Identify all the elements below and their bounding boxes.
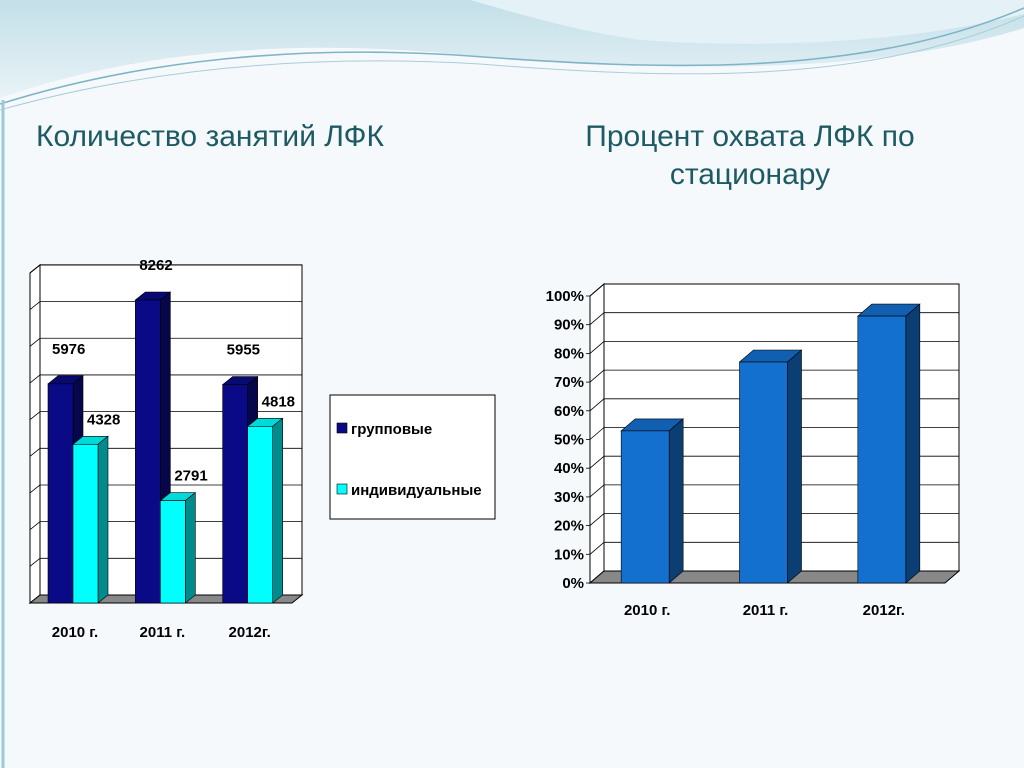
gridline-side — [589, 341, 605, 354]
category-label: 2010 г. — [624, 602, 670, 619]
gridline-side — [29, 337, 41, 347]
bar-coverage-0-side — [668, 418, 684, 584]
bars — [47, 291, 284, 604]
right-heading-line-1: Процент охвата ЛФК по — [585, 120, 915, 153]
data-label: 4328 — [87, 411, 120, 428]
right-chart-heading: Процент охвата ЛФК по стационару — [520, 118, 980, 194]
header-wave-light — [470, 0, 1024, 44]
gridline-side — [589, 427, 605, 440]
category-labels: 2010 г. 2011 г. 2012г. — [624, 602, 905, 619]
bar-individual-0 — [72, 435, 109, 604]
y-tick-label: 80% — [554, 345, 584, 362]
y-tick-label: 30% — [554, 489, 584, 506]
bar-coverage-0-front — [620, 430, 670, 584]
gridline-side — [589, 369, 605, 383]
left-chart-heading: Количество занятий ЛФК — [36, 120, 384, 153]
category-label: 2012г. — [863, 602, 905, 619]
y-tick-label: 90% — [554, 317, 584, 334]
bar-group-0-front — [47, 383, 74, 604]
y-axis-ticks: 0% 10% 20% 30% 40% 50% 60% 70% 80% 90% 100% — [546, 288, 591, 592]
gridline-side — [29, 411, 41, 420]
gridline-side — [589, 283, 605, 297]
legend: групповые индивидуальные — [329, 394, 496, 520]
data-label: 2791 — [174, 468, 207, 485]
data-labels: 5976 4328 8262 2791 5955 4818 — [52, 257, 295, 485]
bar-coverage-1-front — [739, 361, 788, 584]
gridline-side — [29, 521, 41, 530]
gridline-side — [29, 484, 41, 494]
gridline-side — [589, 541, 605, 555]
bar-individual-0-front — [72, 443, 99, 604]
gridline-side — [589, 398, 605, 412]
legend-label-group: групповые — [351, 421, 432, 438]
bar-coverage-1-side — [787, 349, 802, 584]
data-label: 5955 — [227, 342, 260, 359]
legend-label-individual: индивидуальные — [351, 482, 482, 499]
category-label: 2011 г. — [140, 624, 186, 641]
data-label: 8262 — [139, 257, 172, 274]
y-tick-label: 60% — [554, 403, 584, 420]
data-label: 5976 — [52, 341, 85, 358]
gridline-side — [29, 264, 41, 274]
category-label: 2010 г. — [52, 624, 98, 641]
y-tick-label: 0% — [562, 575, 584, 592]
bar-individual-2-front — [247, 426, 273, 604]
gridline-side — [589, 513, 605, 526]
bar-coverage-1 — [738, 349, 803, 584]
legend-swatch-individual — [336, 483, 348, 495]
legend-swatch-group — [336, 422, 348, 434]
gridline-side — [29, 301, 41, 310]
bars — [620, 303, 921, 584]
y-tick-label: 50% — [554, 432, 584, 449]
gridline-side — [29, 558, 41, 567]
bar-individual-1-front — [160, 500, 186, 604]
bar-coverage-0 — [620, 418, 684, 584]
gridline-side — [29, 374, 41, 384]
category-label: 2012г. — [229, 624, 271, 641]
category-labels: 2010 г. 2011 г. 2012г. — [52, 624, 271, 641]
bar-coverage-2-front — [857, 315, 907, 584]
data-label: 4818 — [262, 393, 295, 410]
wave-line — [0, 7, 1024, 105]
bar-individual-1 — [159, 492, 197, 604]
bar-group-2-front — [222, 384, 248, 604]
y-tick-label: 10% — [554, 546, 584, 563]
bar-coverage-2-side — [905, 303, 921, 584]
gridline-side — [589, 455, 605, 469]
bar-group-1-front — [135, 299, 161, 604]
wave-line-2 — [0, 15, 1024, 111]
right-heading-line-2: стационару — [669, 158, 831, 191]
y-tick-label: 70% — [554, 374, 584, 391]
y-tick-label: 100% — [546, 288, 584, 305]
bar-coverage-2 — [857, 303, 921, 584]
bar-individual-2 — [246, 417, 284, 604]
gridline-side — [29, 447, 41, 457]
category-label: 2011 г. — [743, 602, 789, 619]
y-tick-label: 20% — [554, 518, 584, 535]
gridline-side — [589, 312, 605, 326]
gridline-side — [589, 484, 605, 498]
y-tick-label: 40% — [554, 460, 584, 477]
